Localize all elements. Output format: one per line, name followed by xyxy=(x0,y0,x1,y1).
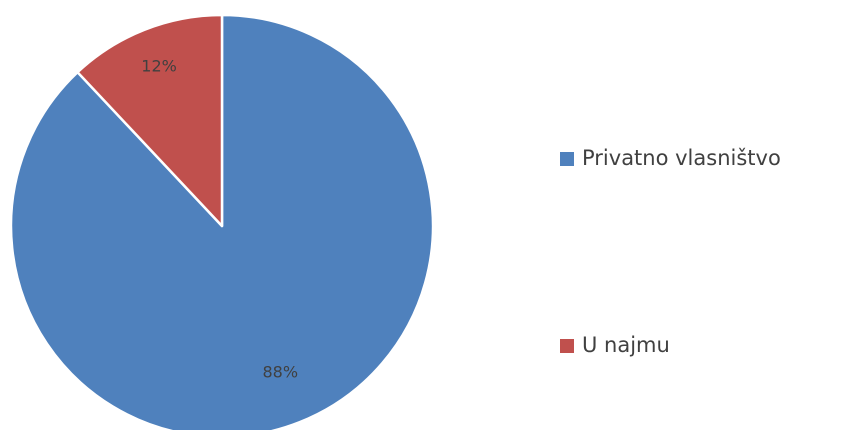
legend-label-u-najmu: U najmu xyxy=(582,333,670,357)
pie-slice-u-najmu xyxy=(76,13,224,228)
data-label-privatno-vlasnistvo: 88% xyxy=(262,363,298,382)
chart-legend: Privatno vlasništvo U najmu xyxy=(560,0,850,430)
legend-label-privatno-vlasnistvo: Privatno vlasništvo xyxy=(582,146,781,170)
legend-swatch-privatno-vlasnistvo xyxy=(560,152,574,166)
pie-chart: 88% 12% xyxy=(9,13,435,430)
legend-item-privatno-vlasnistvo: Privatno vlasništvo xyxy=(560,146,781,170)
legend-item-u-najmu: U najmu xyxy=(560,333,670,357)
legend-swatch-u-najmu xyxy=(560,339,574,353)
pie-data-labels: 88% 12% xyxy=(141,57,298,382)
pie-slices xyxy=(9,13,435,430)
pie-slice-privatno-vlasnistvo xyxy=(9,13,435,430)
data-label-u-najmu: 12% xyxy=(141,57,177,76)
